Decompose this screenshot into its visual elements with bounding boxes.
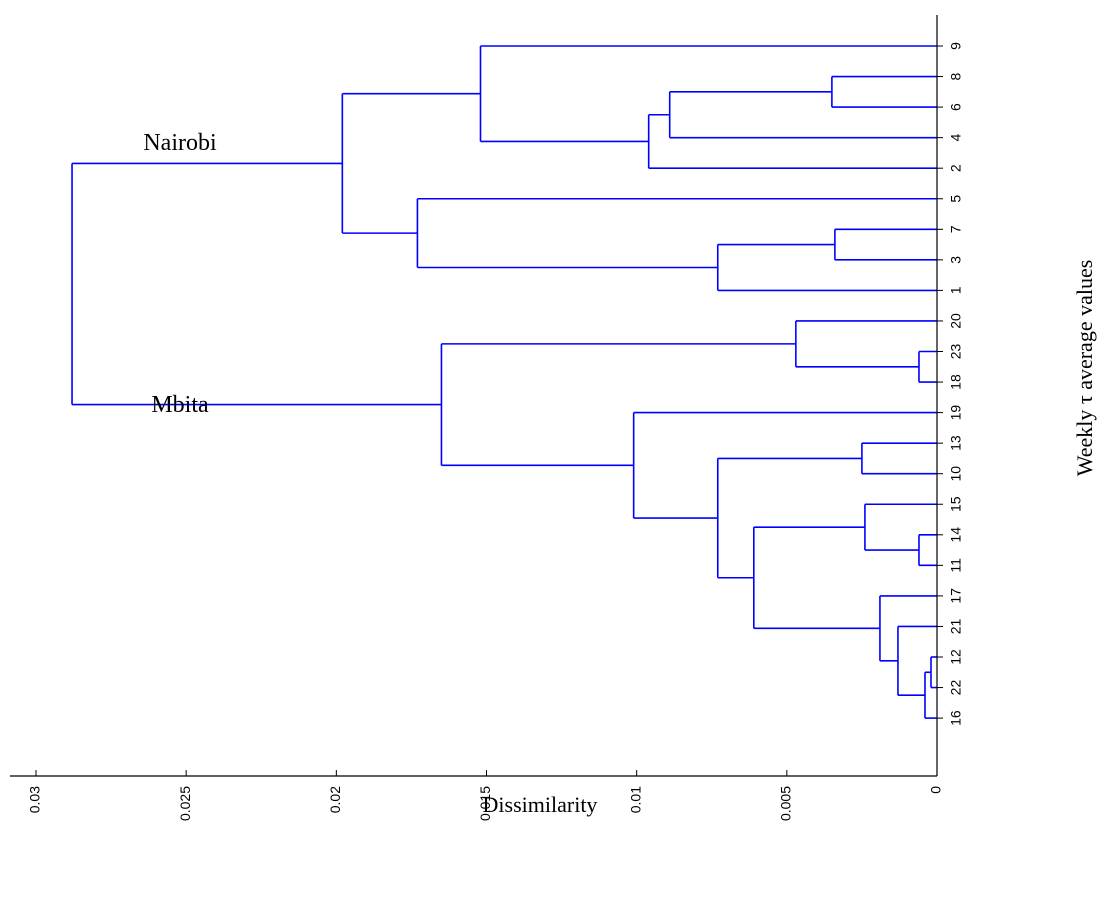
leaf-label: 13 bbox=[948, 435, 964, 451]
leaf-label: 16 bbox=[948, 710, 964, 726]
leaf-label: 5 bbox=[948, 195, 964, 203]
leaf-label: 9 bbox=[948, 42, 964, 50]
leaf-label: 6 bbox=[948, 103, 964, 111]
cluster-label-mbita: Mbita bbox=[151, 392, 209, 418]
leaf-label: 15 bbox=[948, 496, 964, 512]
cluster-label-nairobi: Nairobi bbox=[143, 130, 217, 156]
x-tick-label: 0 bbox=[928, 786, 944, 794]
leaf-label: 11 bbox=[948, 558, 964, 573]
leaf-labels: 9 8 6 4 2 5 7 3 1 20 23 18 19 13 10 15 14 11 17 21 12 22 16 bbox=[937, 42, 964, 726]
x-tick-label: 0.03 bbox=[27, 786, 43, 813]
leaf-label: 22 bbox=[948, 680, 964, 696]
x-tick-label: 0.02 bbox=[327, 786, 343, 813]
leaf-label: 19 bbox=[948, 405, 964, 421]
leaf-label: 17 bbox=[948, 588, 964, 604]
leaf-label: 12 bbox=[948, 649, 964, 665]
leaf-label: 7 bbox=[948, 225, 964, 233]
leaf-label: 2 bbox=[948, 164, 964, 172]
leaf-label: 23 bbox=[948, 344, 964, 360]
dissimilarity-axis: 0.03 0.025 0.02 0.015 0.01 0.005 0 bbox=[10, 770, 944, 821]
leaf-label: 18 bbox=[948, 374, 964, 390]
leaf-label: 1 bbox=[948, 286, 964, 294]
x-tick-label: 0.005 bbox=[778, 786, 794, 821]
leaf-label: 3 bbox=[948, 256, 964, 264]
leaf-label: 21 bbox=[948, 618, 964, 634]
cluster-annotations: Nairobi Mbita bbox=[143, 130, 217, 418]
dendrogram-links bbox=[71, 45, 937, 719]
leaf-label: 8 bbox=[948, 72, 964, 80]
leaf-label: 14 bbox=[948, 527, 964, 543]
y-axis-title: Weekly τ average values bbox=[1072, 260, 1097, 477]
leaf-label: 20 bbox=[948, 313, 964, 329]
leaf-label: 10 bbox=[948, 466, 964, 482]
x-tick-label: 0.01 bbox=[627, 786, 643, 813]
x-tick-label: 0.025 bbox=[177, 786, 193, 821]
x-tick-label: 0.015 bbox=[477, 786, 493, 821]
x-axis-title: Dissimilarity bbox=[483, 792, 598, 817]
leaf-label: 4 bbox=[948, 134, 964, 142]
